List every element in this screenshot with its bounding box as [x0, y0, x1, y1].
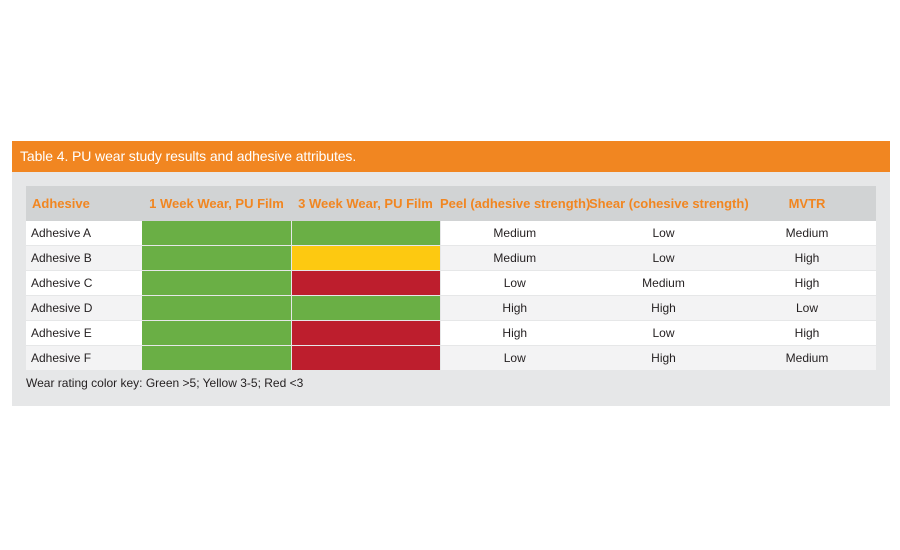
mvtr-value: Low — [738, 295, 876, 321]
peel-value: High — [440, 295, 589, 321]
table-title: Table 4. PU wear study results and adhes… — [12, 141, 890, 172]
adhesive-name: Adhesive C — [26, 270, 142, 296]
table-row: Adhesive F Low High Medium — [26, 345, 876, 371]
week1-rating-swatch — [142, 221, 292, 246]
adhesive-name: Adhesive A — [26, 221, 142, 246]
shear-value: Low — [589, 320, 738, 346]
peel-value: Low — [440, 270, 589, 296]
shear-value: High — [589, 295, 738, 321]
peel-value: High — [440, 320, 589, 346]
results-table: Adhesive 1 Week Wear, PU Film 3 Week Wea… — [26, 186, 876, 371]
table-panel: Table 4. PU wear study results and adhes… — [12, 141, 890, 406]
week1-rating-swatch — [142, 345, 292, 371]
week1-rating-swatch — [142, 295, 292, 321]
week1-rating-swatch — [142, 270, 292, 296]
column-header-3-week-wear: 3 Week Wear, PU Film — [291, 186, 440, 221]
column-header-1-week-wear: 1 Week Wear, PU Film — [142, 186, 291, 221]
table-row: Adhesive C Low Medium High — [26, 270, 876, 296]
peel-value: Medium — [440, 245, 589, 271]
column-header-peel: Peel (adhesive strength) — [440, 186, 590, 221]
column-header-mvtr: MVTR — [738, 186, 876, 221]
shear-value: High — [589, 345, 738, 371]
week3-rating-swatch — [291, 221, 441, 246]
week3-rating-swatch — [291, 270, 441, 296]
column-header-adhesive: Adhesive — [26, 186, 142, 221]
week1-rating-swatch — [142, 320, 292, 346]
week3-rating-swatch — [291, 345, 441, 371]
table-row: Adhesive D High High Low — [26, 295, 876, 321]
week1-rating-swatch — [142, 245, 292, 271]
adhesive-name: Adhesive F — [26, 345, 142, 371]
table-row: Adhesive A Medium Low Medium — [26, 221, 876, 246]
mvtr-value: High — [738, 270, 876, 296]
mvtr-value: High — [738, 245, 876, 271]
shear-value: Low — [589, 221, 738, 246]
peel-value: Medium — [440, 221, 589, 246]
mvtr-value: High — [738, 320, 876, 346]
mvtr-value: Medium — [738, 345, 876, 371]
week3-rating-swatch — [291, 320, 441, 346]
shear-value: Low — [589, 245, 738, 271]
table-row: Adhesive B Medium Low High — [26, 245, 876, 271]
adhesive-name: Adhesive D — [26, 295, 142, 321]
column-header-shear: Shear (cohesive strength) — [589, 186, 749, 221]
color-key-note: Wear rating color key: Green >5; Yellow … — [26, 376, 304, 390]
header-row: Adhesive 1 Week Wear, PU Film 3 Week Wea… — [26, 186, 876, 221]
week3-rating-swatch — [291, 245, 441, 271]
shear-value: Medium — [589, 270, 738, 296]
table-row: Adhesive E High Low High — [26, 320, 876, 346]
week3-rating-swatch — [291, 295, 441, 321]
adhesive-name: Adhesive B — [26, 245, 142, 271]
mvtr-value: Medium — [738, 221, 876, 246]
peel-value: Low — [440, 345, 589, 371]
adhesive-name: Adhesive E — [26, 320, 142, 346]
